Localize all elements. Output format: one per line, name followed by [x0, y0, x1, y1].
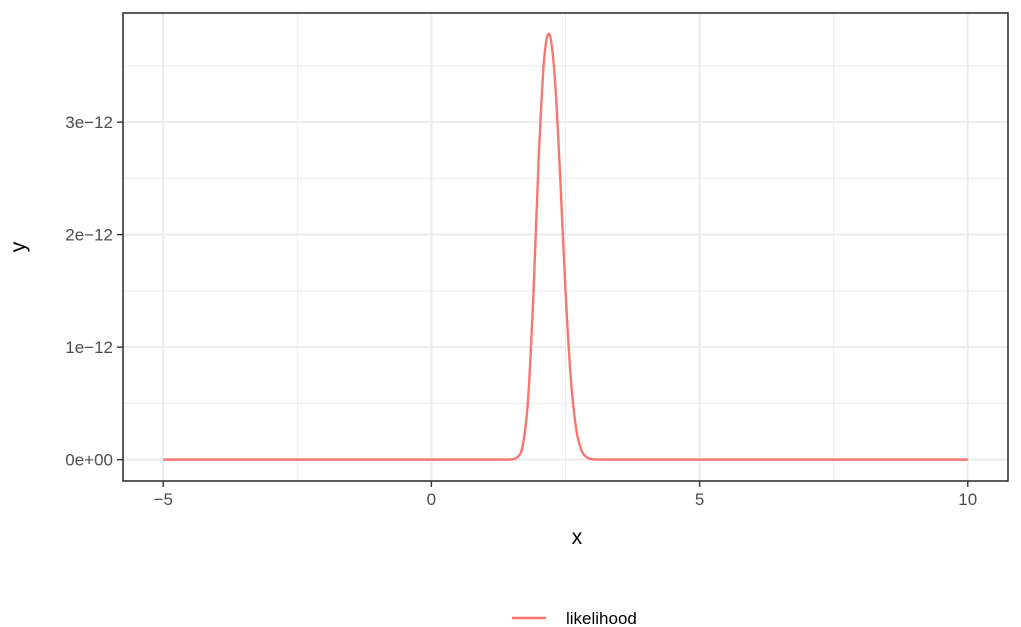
x-tick-label: 5: [695, 490, 704, 509]
y-tick-label: 3e−12: [65, 113, 113, 132]
x-tick-label: −5: [154, 490, 173, 509]
y-tick-label: 0e+00: [65, 451, 113, 470]
y-tick-label: 2e−12: [65, 226, 113, 245]
series-layer: [163, 32, 968, 461]
y-axis-title: y: [7, 241, 30, 252]
y-axis: 0e+00 1e−12 2e−12 3e−12: [65, 113, 123, 470]
x-axis-title: x: [572, 526, 583, 549]
legend: likelihood: [512, 609, 637, 627]
x-tick-label: 0: [427, 490, 436, 509]
x-tick-label: 10: [958, 490, 977, 509]
series-line-likelihood: [163, 32, 968, 461]
y-tick-label: 1e−12: [65, 338, 113, 357]
legend-label-likelihood: likelihood: [566, 609, 637, 627]
panel-border: [122, 12, 1009, 482]
minor-gridlines: [123, 13, 1008, 481]
x-axis: −5 0 5 10: [154, 481, 977, 509]
